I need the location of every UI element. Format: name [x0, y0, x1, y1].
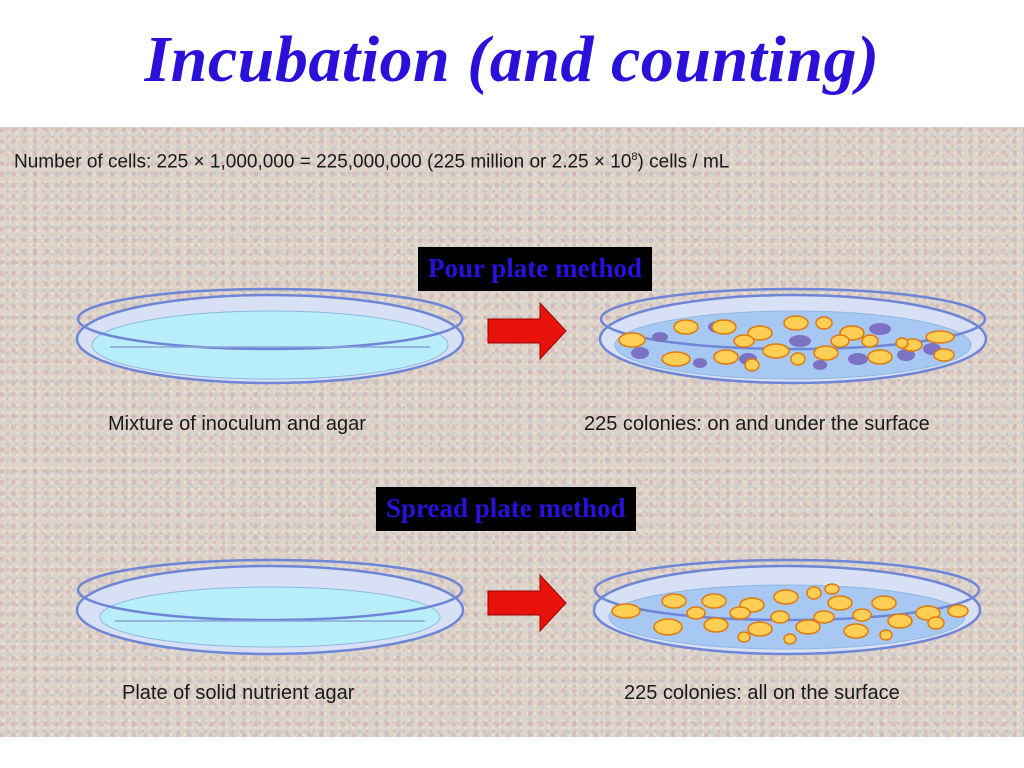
surface-colony	[895, 337, 909, 349]
slide-title: Incubation (and counting)	[144, 23, 880, 96]
spread-after-caption: 225 colonies: all on the surface	[624, 682, 900, 704]
surface-colony	[824, 583, 840, 595]
pour-before-caption: Mixture of inoculum and agar	[108, 413, 366, 435]
surface-colony	[611, 603, 641, 619]
surface-colony	[747, 621, 773, 637]
surface-colony	[843, 623, 869, 639]
pour-plate-before-dish	[75, 287, 465, 385]
surface-colony	[770, 610, 790, 624]
surface-colony	[737, 631, 751, 643]
surface-colony	[795, 619, 821, 635]
surface-colony	[618, 332, 646, 348]
surface-colony	[711, 319, 737, 335]
surface-colony	[861, 334, 879, 348]
pour-after-caption: 225 colonies: on and under the surface	[584, 413, 930, 435]
pour-plate-method-label: Pour plate method	[418, 247, 652, 291]
spread-colonies	[611, 583, 969, 645]
surface-colony	[783, 315, 809, 331]
surface-colony	[653, 618, 683, 636]
plates-diagram	[75, 287, 988, 656]
surface-colony	[871, 595, 897, 611]
pour-colonies	[618, 315, 955, 372]
formula-prefix: Number of cells: 225 × 1,000,000 = 225,0…	[14, 151, 632, 173]
surface-colony	[879, 629, 893, 641]
subsurface-colony	[652, 332, 668, 342]
subsurface-colony	[848, 353, 868, 365]
surface-colony	[661, 351, 691, 367]
surface-colony	[733, 334, 755, 348]
surface-colony	[887, 613, 913, 629]
surface-colony	[827, 595, 853, 611]
formula-exponent: 8	[631, 151, 638, 163]
spread-plate-after-dish	[592, 558, 982, 656]
subsurface-colony	[789, 335, 811, 347]
surface-colony	[947, 604, 969, 618]
surface-colony	[729, 606, 751, 620]
diagram-panel: Number of cells: 225 × 1,000,000 = 225,0…	[0, 127, 1024, 737]
pour-arrow-icon	[487, 301, 567, 361]
subsurface-colony	[693, 358, 707, 368]
surface-colony	[703, 617, 729, 633]
surface-colony	[925, 330, 955, 344]
subsurface-colony	[813, 360, 827, 370]
surface-colony	[852, 608, 872, 622]
spread-plate-before-dish	[75, 558, 465, 656]
surface-colony	[773, 589, 799, 605]
pour-mixture-agar	[91, 310, 449, 380]
spread-plate-method-label: Spread plate method	[376, 487, 636, 531]
subsurface-colony	[897, 349, 915, 361]
spread-before-caption: Plate of solid nutrient agar	[122, 682, 355, 704]
surface-colony	[783, 633, 797, 645]
surface-colony	[933, 348, 955, 362]
surface-colony	[747, 325, 773, 341]
surface-colony	[686, 606, 706, 620]
surface-colony	[815, 316, 833, 330]
surface-colony	[661, 593, 687, 609]
surface-colony	[806, 586, 822, 600]
subsurface-colony	[869, 323, 891, 335]
surface-colony	[927, 616, 945, 630]
surface-colony	[744, 358, 760, 372]
cell-count-formula: Number of cells: 225 × 1,000,000 = 225,0…	[14, 151, 729, 173]
subsurface-colony	[631, 347, 649, 359]
surface-colony	[813, 610, 835, 624]
formula-suffix: ) cells / mL	[637, 151, 730, 173]
surface-colony	[830, 334, 850, 348]
pour-plate-after-dish	[598, 287, 988, 385]
surface-colony	[790, 352, 806, 366]
surface-colony	[701, 593, 727, 609]
surface-colony	[713, 349, 739, 365]
spread-nutrient-agar	[99, 586, 441, 648]
surface-colony	[673, 319, 699, 335]
surface-colony	[813, 345, 839, 361]
surface-colony	[762, 343, 790, 359]
surface-colony	[867, 349, 893, 365]
spread-arrow-icon	[487, 573, 567, 633]
